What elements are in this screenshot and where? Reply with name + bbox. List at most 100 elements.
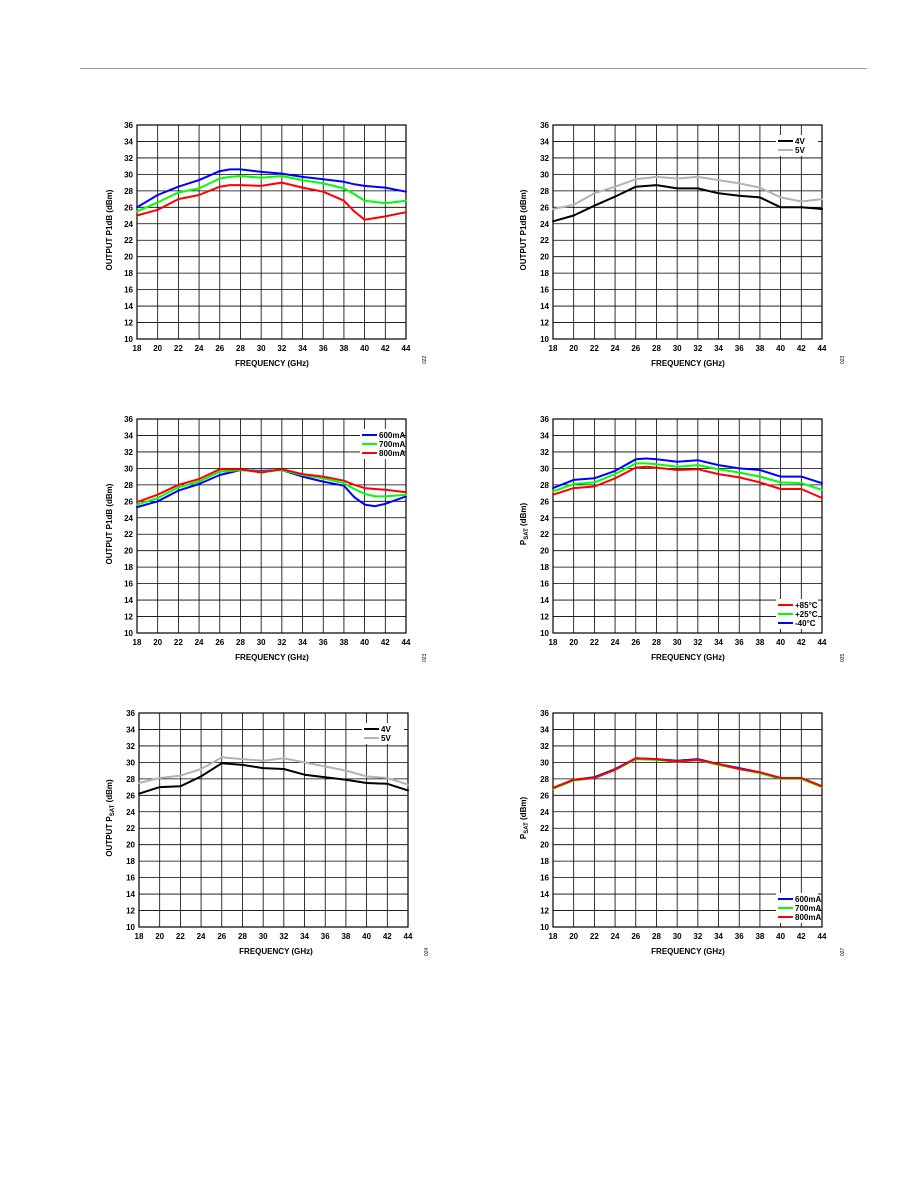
x-tick-label: 30 [259, 932, 268, 941]
y-tick-label: 10 [124, 629, 133, 638]
y-tick-label: 18 [540, 269, 549, 278]
y-axis-title-group: PSAT (dBm) [519, 797, 530, 840]
figure-id-group: 025 [840, 653, 846, 662]
y-tick-label: 20 [540, 841, 549, 850]
x-tick-label: 28 [652, 638, 661, 647]
x-tick-label: 32 [693, 344, 702, 353]
y-tick-label: 36 [124, 121, 133, 130]
chart-p1db-vs-frequency-supply-voltage: 18 20 22 24 26 28 30 32 34 36 38 40 42 44 10 12 14 16 18 20… [519, 121, 846, 368]
legend-label: 700mA [795, 904, 821, 913]
plot-area: 18 20 22 24 26 28 30 32 34 36 38 40 42 44 10 12 14 16 18 20… [126, 709, 413, 941]
series-line-25C [552, 462, 823, 493]
y-axis-title-group: OUTPUT PSAT (dBm) [105, 779, 116, 857]
y-tick-label: 36 [540, 121, 549, 130]
legend-label: 700mA [379, 440, 405, 449]
figure-id-group: 022 [422, 355, 428, 364]
header-rule [80, 68, 867, 69]
y-tick-label: 28 [540, 187, 549, 196]
figure-id: 024 [424, 947, 430, 956]
y-tick-label: 34 [124, 431, 133, 440]
y-tick-label: 24 [126, 808, 135, 817]
x-axis-title: FREQUENCY (GHz) [651, 653, 725, 662]
plot-area: 18 20 22 24 26 28 30 32 34 36 38 40 42 44 10 12 14 16 18 20… [540, 121, 827, 353]
y-tick-label: 16 [126, 874, 135, 883]
legend-label: 5V [795, 146, 805, 155]
x-tick-label: 30 [673, 932, 682, 941]
y-tick-label: 24 [540, 514, 549, 523]
x-tick-label: 30 [673, 344, 682, 353]
x-axis-title: FREQUENCY (GHz) [651, 359, 725, 368]
x-tick-label: 24 [195, 344, 204, 353]
x-tick-label: 40 [362, 932, 371, 941]
x-tick-label: 22 [174, 344, 183, 353]
plot-frame [138, 712, 409, 928]
y-tick-label: 14 [124, 302, 133, 311]
legend-label: -40°C [795, 619, 816, 628]
y-tick-label: 12 [126, 907, 135, 916]
y-tick-label: 30 [126, 758, 135, 767]
x-tick-label: 20 [569, 638, 578, 647]
y-tick-label: 36 [540, 415, 549, 424]
x-tick-label: 28 [236, 344, 245, 353]
series-line [136, 168, 407, 209]
y-tick-label: 20 [126, 841, 135, 850]
y-axis-title: PSAT (dBm) [519, 503, 530, 546]
x-tick-label: 26 [631, 932, 640, 941]
x-tick-label: 24 [611, 638, 620, 647]
figure-id: 027 [840, 947, 846, 956]
y-axis-title-group: PSAT (dBm) [519, 503, 530, 546]
legend-label: 800mA [379, 449, 405, 458]
y-tick-label: 12 [540, 613, 549, 622]
y-tick-label: 36 [124, 415, 133, 424]
y-tick-label: 16 [124, 286, 133, 295]
y-axis-title: OUTPUT P1dB (dBm) [105, 483, 114, 564]
y-tick-label: 32 [126, 742, 135, 751]
x-tick-label: 26 [215, 344, 224, 353]
x-tick-label: 18 [549, 344, 558, 353]
series-line [136, 175, 407, 213]
y-tick-label: 26 [540, 791, 549, 800]
chart-psat-vs-frequency-supply-voltage: 18 20 22 24 26 28 30 32 34 36 38 40 42 44 10 12 14 16 18 20… [105, 709, 430, 956]
x-tick-label: 26 [631, 344, 640, 353]
x-tick-label: 32 [277, 344, 286, 353]
y-tick-label: 12 [540, 907, 549, 916]
x-tick-label: 36 [319, 638, 328, 647]
x-tick-label: 40 [776, 638, 785, 647]
y-tick-label: 24 [540, 220, 549, 229]
x-tick-label: 24 [197, 932, 206, 941]
x-tick-label: 40 [776, 344, 785, 353]
y-tick-label: 28 [124, 481, 133, 490]
y-tick-label: 14 [124, 596, 133, 605]
x-axis-title: FREQUENCY (GHz) [239, 947, 313, 956]
y-tick-label: 12 [540, 319, 549, 328]
x-tick-label: 28 [238, 932, 247, 941]
y-tick-label: 10 [540, 335, 549, 344]
plot-frame [552, 418, 823, 634]
x-tick-label: 24 [195, 638, 204, 647]
y-tick-label: 14 [540, 302, 549, 311]
x-tick-label: 22 [590, 932, 599, 941]
y-tick-label: 28 [124, 187, 133, 196]
chart-psat-vs-frequency-temperature: 18 20 22 24 26 28 30 32 34 36 38 40 42 44 10 12 14 16 18 20… [519, 415, 846, 662]
y-tick-label: 32 [124, 154, 133, 163]
figure-id: 025 [840, 653, 846, 662]
series-line-40C [552, 457, 823, 490]
y-tick-label: 28 [540, 775, 549, 784]
x-axis-title: FREQUENCY (GHz) [651, 947, 725, 956]
x-tick-label: 42 [383, 932, 392, 941]
x-tick-label: 44 [402, 638, 411, 647]
x-tick-label: 44 [404, 932, 413, 941]
y-tick-label: 30 [540, 170, 549, 179]
y-tick-label: 14 [126, 890, 135, 899]
y-tick-label: 30 [540, 464, 549, 473]
y-axis-title: PSAT (dBm) [519, 797, 530, 840]
x-tick-label: 36 [735, 932, 744, 941]
y-tick-label: 18 [540, 857, 549, 866]
legend-label: 600mA [795, 895, 821, 904]
y-tick-label: 26 [124, 203, 133, 212]
x-tick-label: 20 [155, 932, 164, 941]
plot-area: 18 20 22 24 26 28 30 32 34 36 38 40 42 44 10 12 14 16 18 20… [540, 415, 827, 647]
x-tick-label: 36 [321, 932, 330, 941]
